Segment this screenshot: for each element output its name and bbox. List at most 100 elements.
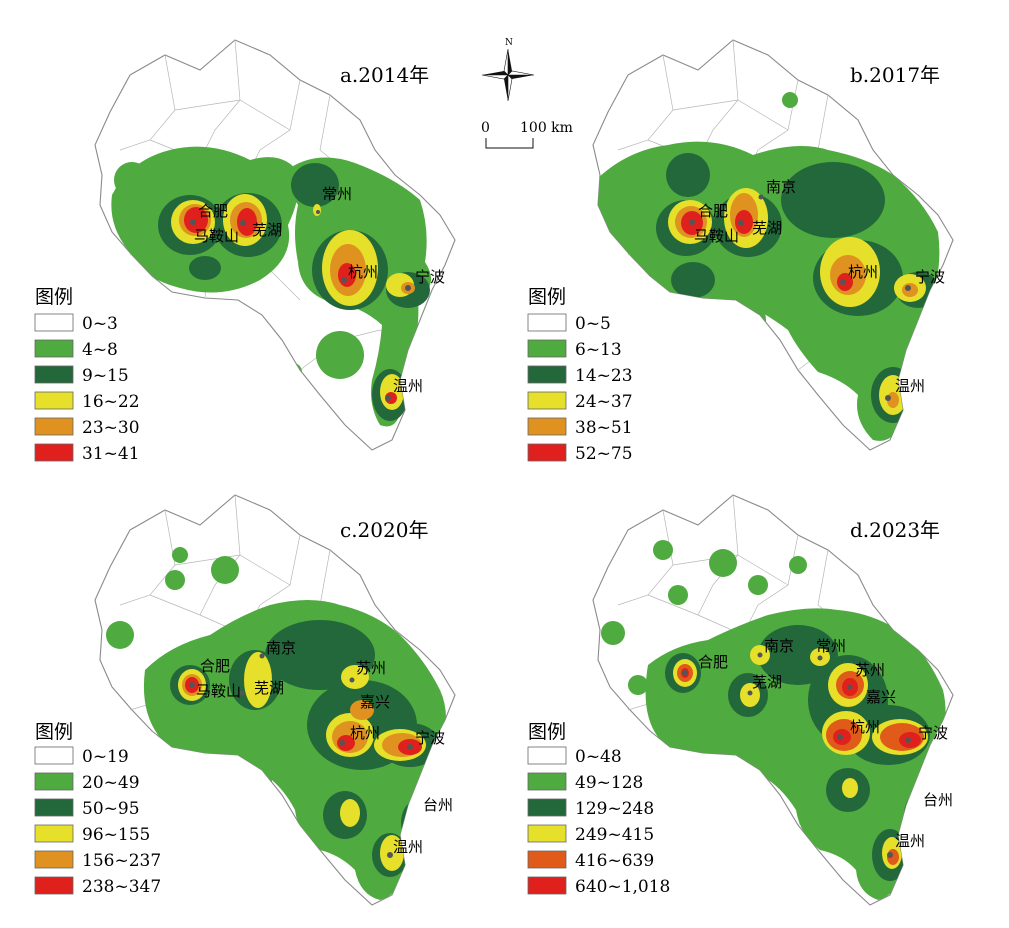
panel-d-2023: d.2023年 南京 常州 合肥 苏州 芜湖 嘉兴 杭州 宁波 台州 温州 图例… bbox=[527, 494, 954, 906]
legend-label: 4~8 bbox=[82, 340, 118, 360]
heat-surface bbox=[601, 540, 946, 900]
city-markers bbox=[189, 653, 413, 858]
city-label: 杭州 bbox=[348, 263, 378, 281]
panel-c-legend: 图例 0~19 20~49 50~95 96~155 156~237 238~347 bbox=[34, 721, 161, 897]
city-label: 芜湖 bbox=[252, 221, 282, 239]
city-label: 合肥 bbox=[698, 653, 728, 671]
legend-swatch bbox=[527, 876, 567, 895]
legend-label: 0~48 bbox=[575, 747, 622, 767]
legend-label: 0~5 bbox=[575, 314, 611, 334]
legend-swatch bbox=[527, 391, 567, 410]
city-label: 常州 bbox=[816, 637, 846, 655]
heat-surface bbox=[598, 92, 940, 441]
city-label: 芜湖 bbox=[254, 679, 284, 697]
legend-swatch bbox=[34, 313, 74, 332]
legend-label: 49~128 bbox=[575, 773, 643, 793]
legend-label: 238~347 bbox=[82, 877, 161, 897]
city-label: 南京 bbox=[766, 178, 796, 196]
city-label: 杭州 bbox=[848, 263, 878, 281]
legend-swatch bbox=[527, 443, 567, 462]
city-label: 苏州 bbox=[855, 661, 885, 679]
city-label: 杭州 bbox=[850, 718, 880, 736]
city-label: 芜湖 bbox=[752, 673, 782, 691]
city-label: 宁波 bbox=[918, 724, 948, 742]
legend-label: 249~415 bbox=[575, 825, 654, 845]
legend-swatch bbox=[527, 313, 567, 332]
scale-bar: 0 100 km bbox=[481, 120, 573, 149]
legend-swatch bbox=[34, 339, 74, 358]
legend-label: 24~37 bbox=[575, 392, 633, 412]
heat-surface bbox=[106, 547, 447, 900]
panel-d-legend: 图例 0~48 49~128 129~248 249~415 416~639 640~1,… bbox=[527, 721, 670, 897]
legend-title: 图例 bbox=[35, 286, 73, 308]
north-label: N bbox=[505, 38, 513, 48]
legend-label: 0~3 bbox=[82, 314, 118, 334]
legend-label: 129~248 bbox=[575, 799, 654, 819]
city-label: 常州 bbox=[322, 185, 352, 203]
city-label: 台州 bbox=[423, 796, 453, 814]
city-label: 苏州 bbox=[356, 659, 386, 677]
legend-swatch bbox=[34, 443, 74, 462]
heat-surface bbox=[111, 146, 432, 427]
panel-b-2017: b.2017年 南京 合肥 马鞍山 芜湖 杭州 宁波 温州 图例 0~5 6~13… bbox=[527, 39, 954, 464]
city-label: 杭州 bbox=[350, 724, 380, 742]
legend-swatch bbox=[34, 772, 74, 791]
legend-label: 23~30 bbox=[82, 418, 140, 438]
legend-swatch bbox=[527, 339, 567, 358]
legend-title: 图例 bbox=[528, 721, 566, 743]
legend-swatch bbox=[527, 798, 567, 817]
legend-swatch bbox=[527, 365, 567, 384]
legend-swatch bbox=[34, 798, 74, 817]
panel-c-city-labels: 南京 苏州 合肥 马鞍山 芜湖 嘉兴 杭州 宁波 台州 温州 bbox=[196, 639, 453, 856]
legend-title: 图例 bbox=[35, 721, 73, 743]
legend-swatch bbox=[34, 876, 74, 895]
city-label: 温州 bbox=[895, 377, 925, 395]
city-label: 嘉兴 bbox=[866, 688, 896, 706]
panel-a-legend: 图例 0~3 4~8 9~15 16~22 23~30 31~41 bbox=[34, 286, 140, 464]
scale-start-label: 0 bbox=[481, 120, 490, 136]
legend-swatch bbox=[34, 850, 74, 869]
legend-label: 640~1,018 bbox=[575, 877, 670, 897]
city-label: 温州 bbox=[393, 838, 423, 856]
legend-label: 9~15 bbox=[82, 366, 129, 386]
city-label: 合肥 bbox=[198, 202, 228, 220]
legend-label: 20~49 bbox=[82, 773, 140, 793]
panel-b-city-labels: 南京 合肥 马鞍山 芜湖 杭州 宁波 温州 bbox=[694, 178, 945, 395]
city-markers bbox=[689, 194, 911, 401]
city-label: 温州 bbox=[393, 377, 423, 395]
legend-swatch bbox=[34, 824, 74, 843]
legend-swatch bbox=[527, 772, 567, 791]
legend-label: 6~13 bbox=[575, 340, 622, 360]
legend-swatch bbox=[34, 391, 74, 410]
panel-a-city-labels: 合肥 马鞍山 芜湖 常州 杭州 宁波 温州 bbox=[194, 185, 445, 395]
city-label: 马鞍山 bbox=[196, 682, 241, 700]
city-label: 南京 bbox=[266, 639, 296, 657]
legend-label: 14~23 bbox=[575, 366, 633, 386]
panel-d-title: d.2023年 bbox=[850, 518, 940, 542]
city-label: 芜湖 bbox=[752, 219, 782, 237]
legend-label: 31~41 bbox=[82, 444, 140, 464]
city-label: 南京 bbox=[764, 637, 794, 655]
panel-b-title: b.2017年 bbox=[850, 63, 940, 87]
panel-b-legend: 图例 0~5 6~13 14~23 24~37 38~51 52~75 bbox=[527, 286, 633, 464]
legend-swatch bbox=[527, 746, 567, 765]
city-label: 宁波 bbox=[415, 729, 445, 747]
legend-label: 96~155 bbox=[82, 825, 150, 845]
legend-swatch bbox=[34, 746, 74, 765]
legend-swatch bbox=[527, 417, 567, 436]
legend-swatch bbox=[527, 850, 567, 869]
legend-label: 416~639 bbox=[575, 851, 654, 871]
city-markers bbox=[682, 652, 911, 858]
legend-swatch bbox=[527, 824, 567, 843]
city-label: 合肥 bbox=[200, 657, 230, 675]
panel-a-2014: a.2014年 合肥 马鞍山 芜湖 常州 杭州 宁波 温州 图例 0~3 4~8 9… bbox=[34, 39, 456, 464]
legend-swatch bbox=[34, 365, 74, 384]
city-label: 嘉兴 bbox=[360, 693, 390, 711]
panel-d-city-labels: 南京 常州 合肥 苏州 芜湖 嘉兴 杭州 宁波 台州 温州 bbox=[698, 637, 953, 850]
legend-swatch bbox=[34, 417, 74, 436]
city-markers bbox=[190, 210, 411, 401]
north-arrow-icon: N bbox=[481, 38, 535, 102]
legend-label: 52~75 bbox=[575, 444, 633, 464]
panel-c-2020: c.2020年 南京 苏州 合肥 马鞍山 芜湖 嘉兴 杭州 宁波 台州 温州 图… bbox=[34, 494, 456, 906]
